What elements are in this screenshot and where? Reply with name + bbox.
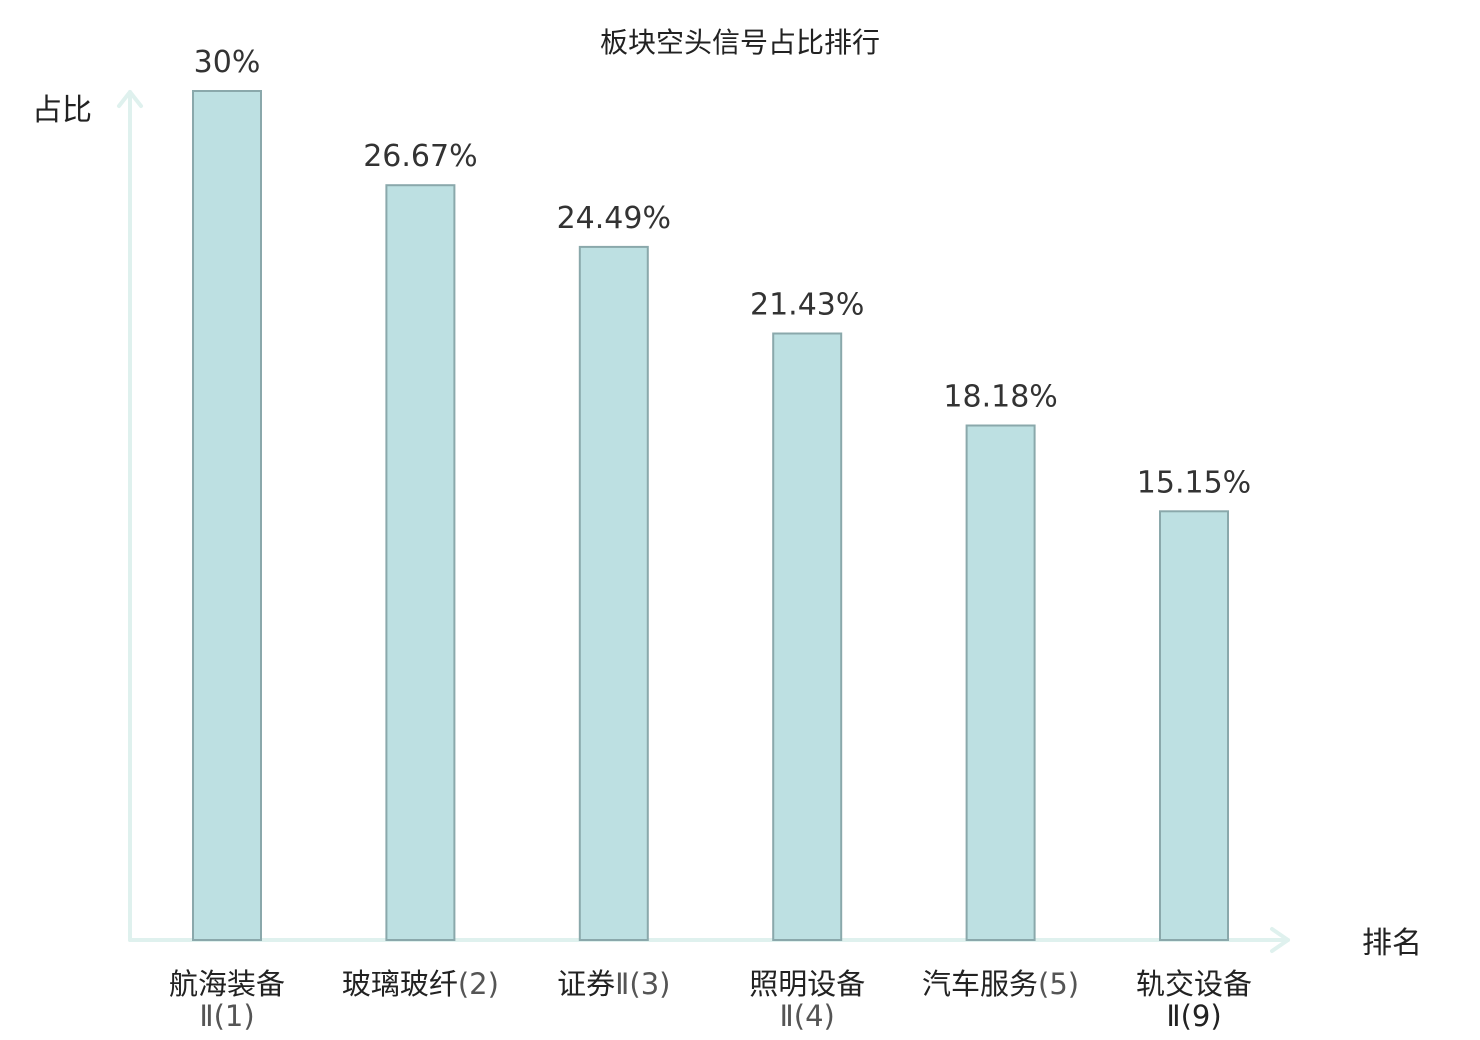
- bar-1: [192, 90, 262, 941]
- category-name: 航海装备: [169, 967, 285, 1001]
- category-rank: (2): [458, 967, 499, 1001]
- bar-4: [772, 332, 843, 941]
- bar-3: [578, 245, 649, 941]
- value-label-4: 21.43%: [750, 288, 864, 323]
- category-label-6: 轨交设备 Ⅱ(9): [1136, 967, 1252, 1033]
- category-name: 证券: [557, 967, 615, 1001]
- category-rank: Ⅱ(3): [615, 967, 670, 1001]
- x-axis-label: 排名: [1362, 926, 1422, 961]
- axes: [117, 90, 1290, 953]
- category-name: 玻璃玻纤: [342, 967, 458, 1001]
- category-name: 汽车服务: [922, 967, 1038, 1001]
- category-label-3: 证券Ⅱ(3): [557, 967, 670, 1001]
- x-axis-arrow: [1270, 927, 1290, 953]
- category-label-4: 照明设备 Ⅱ(4): [749, 967, 865, 1033]
- value-label-3: 24.49%: [557, 201, 671, 236]
- category-rank: Ⅱ(9): [1166, 999, 1221, 1033]
- category-label-1: 航海装备 Ⅱ(1): [169, 967, 285, 1033]
- bar-2: [385, 184, 456, 941]
- value-label-2: 26.67%: [363, 139, 477, 174]
- y-axis-label: 占比: [32, 93, 92, 128]
- bar-5: [965, 424, 1036, 941]
- category-rank: Ⅱ(1): [199, 999, 254, 1033]
- bars: [192, 90, 1229, 941]
- value-label-5: 18.18%: [943, 380, 1057, 415]
- category-rank: Ⅱ(4): [780, 999, 835, 1033]
- category-rank: (5): [1038, 967, 1079, 1001]
- category-name: 照明设备: [749, 967, 865, 1001]
- value-label-1: 30%: [194, 45, 261, 80]
- category-label-2: 玻璃玻纤(2): [342, 967, 499, 1001]
- bar-6: [1159, 510, 1229, 941]
- value-labels: 30% 26.67% 24.49% 21.43% 18.18% 15.15%: [194, 45, 1252, 500]
- category-label-5: 汽车服务(5): [922, 967, 1079, 1001]
- value-label-6: 15.15%: [1137, 465, 1251, 500]
- chart-title: 板块空头信号占比排行: [600, 26, 880, 59]
- category-name: 轨交设备: [1136, 967, 1252, 1001]
- category-labels: 航海装备 Ⅱ(1) 玻璃玻纤(2) 证券Ⅱ(3) 照明设备 Ⅱ(4) 汽车服务(5) 轨交设备…: [169, 967, 1252, 1033]
- y-axis-arrow: [117, 90, 143, 108]
